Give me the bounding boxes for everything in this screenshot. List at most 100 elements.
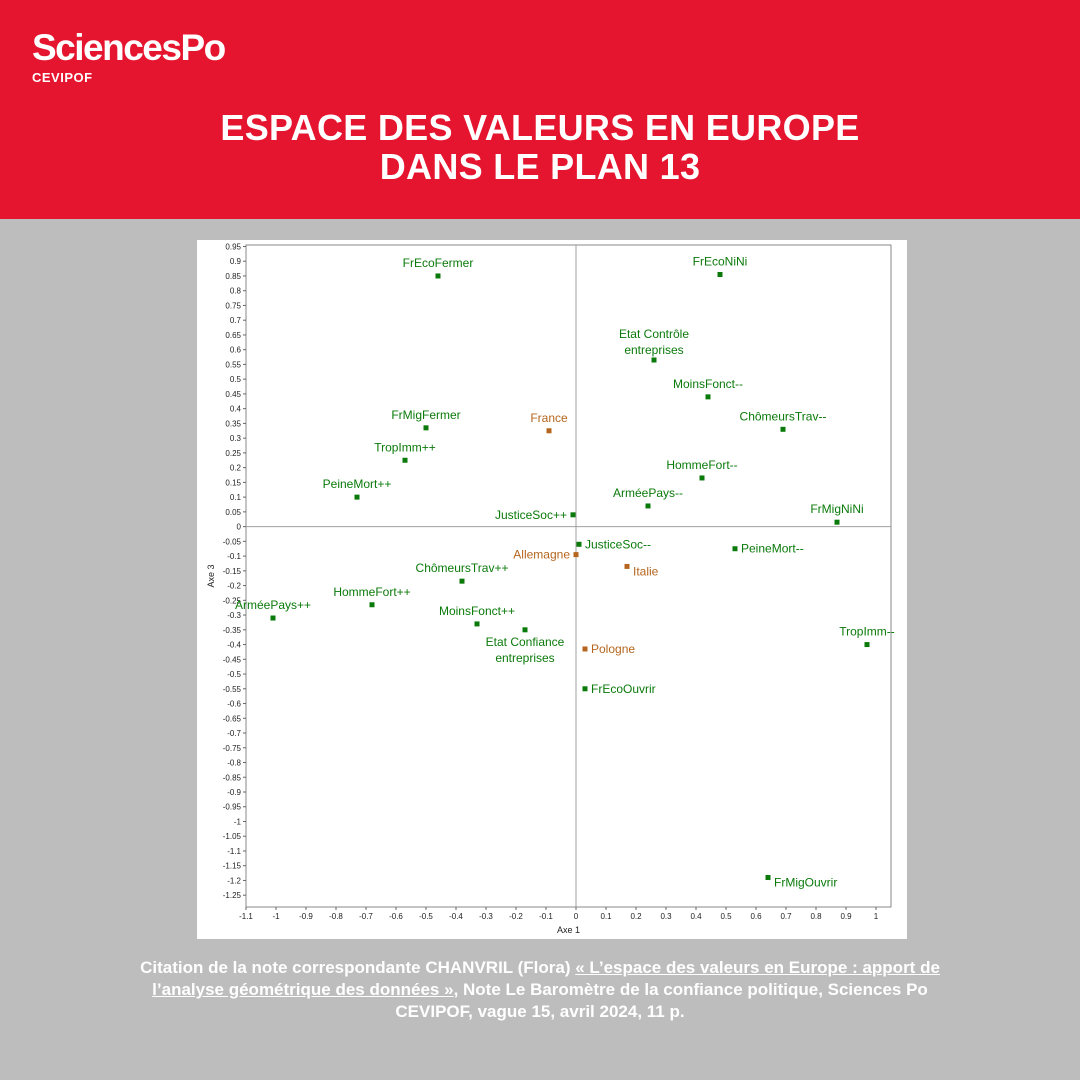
y-tick-label: -1.2 (227, 876, 241, 885)
modality-point-marker (645, 503, 651, 509)
modality-point-label: ChômeursTrav-- (740, 409, 827, 423)
modality-point-label: JusticeSoc++ (495, 508, 567, 522)
country-point-marker (624, 563, 630, 569)
x-tick-label: -0.7 (359, 912, 373, 921)
x-tick-label: -0.6 (389, 912, 403, 921)
modality-point-marker (780, 426, 786, 432)
modality-point-label: FrMigOuvrir (774, 876, 837, 890)
modality-point-marker (354, 494, 360, 500)
modality-point-label: HommeFort++ (333, 585, 410, 599)
modality-point-marker (402, 457, 408, 463)
y-tick-label: -0.9 (227, 788, 241, 797)
country-point-label: France (530, 411, 568, 425)
y-tick-label: 0.55 (225, 360, 241, 369)
chart-card: 0.95 0.9 0.85 0.8 0.75 0.7 0.65 0.6 0.55 0.5 0.45 0… (197, 240, 907, 939)
modality-point-label: entreprises (624, 343, 683, 357)
y-tick-label: 0.6 (230, 346, 242, 355)
y-tick-label: 0.25 (225, 449, 241, 458)
x-tick-label: -0.5 (419, 912, 433, 921)
x-tick-label: -0.9 (299, 912, 313, 921)
modality-point-label: PeineMort-- (741, 542, 804, 556)
y-tick-label: -0.5 (227, 670, 241, 679)
page-title-line-1: ESPACE DES VALEURS EN EUROPE (220, 107, 860, 148)
x-tick-label: 0.6 (750, 912, 762, 921)
y-tick-label: 0.2 (230, 464, 242, 473)
country-point-label: Italie (633, 564, 659, 578)
page-title-line-2: DANS LE PLAN 13 (379, 146, 701, 187)
modality-point-label: MoinsFonct-- (673, 377, 743, 391)
y-tick-label: -0.2 (227, 582, 241, 591)
modality-point-marker (435, 273, 441, 279)
citation-link[interactable]: « L’espace des valeurs en Europe : appor… (152, 958, 940, 999)
modality-point-marker (459, 578, 465, 584)
country-point-marker (546, 428, 552, 434)
y-tick-label: -0.75 (223, 744, 242, 753)
y-tick-label: 0.65 (225, 331, 241, 340)
x-tick-label: -1 (272, 912, 280, 921)
y-tick-label: -0.15 (223, 567, 242, 576)
y-tick-label: -1.15 (223, 862, 242, 871)
x-tick-label: -0.1 (539, 912, 553, 921)
y-tick-label: -0.65 (223, 714, 242, 723)
x-axis-label: Axe 1 (557, 925, 580, 935)
y-tick-label: 0.05 (225, 508, 241, 517)
modality-point-label: FrEcoNiNi (693, 254, 748, 268)
y-tick-label: 0.1 (230, 493, 242, 502)
country-point-marker (582, 646, 588, 652)
modality-point-label: FrEcoOuvrir (591, 682, 656, 696)
modality-point-label: Etat Confiance (486, 635, 565, 649)
modality-point-marker (369, 602, 375, 608)
y-tick-label: -1.25 (223, 891, 242, 900)
modality-point-label: FrMigNiNi (810, 502, 863, 516)
modality-point-label: MoinsFonct++ (439, 604, 515, 618)
y-tick-label: 0.15 (225, 478, 241, 487)
y-tick-label: -1 (234, 817, 242, 826)
y-tick-label: -0.05 (223, 537, 242, 546)
modality-point-marker (522, 627, 528, 633)
x-tick-label: 0.3 (660, 912, 672, 921)
modality-point-label: TropImm++ (374, 440, 436, 454)
y-tick-label: 0.85 (225, 272, 241, 281)
modality-point-marker (765, 875, 771, 881)
y-tick-label: -0.8 (227, 759, 241, 768)
modality-point-marker (474, 621, 480, 627)
y-tick-label: 0.7 (230, 316, 242, 325)
sciencespo-logo[interactable]: SciencesPo CEVIPOF (32, 28, 226, 86)
y-tick-label: 0.35 (225, 419, 241, 428)
modality-point-marker (699, 475, 705, 481)
x-tick-label: 0.4 (690, 912, 702, 921)
y-tick-label: -1.05 (223, 832, 242, 841)
y-tick-label: -0.55 (223, 685, 242, 694)
modality-point-label: Etat Contrôle (619, 327, 689, 341)
y-tick-label: 0.9 (230, 257, 242, 266)
modality-point-label: FrMigFermer (391, 408, 460, 422)
x-tick-label: 0.9 (840, 912, 852, 921)
y-tick-label: 0.3 (230, 434, 242, 443)
y-tick-label: -1.1 (227, 847, 241, 856)
modality-point-label: ArméePays++ (235, 598, 311, 612)
x-tick-label: -0.8 (329, 912, 343, 921)
citation-prefix: Citation de la note correspondante CHANV… (140, 958, 576, 977)
modality-point-marker (732, 546, 738, 552)
country-point-marker (573, 552, 579, 558)
modality-point-label: TropImm-- (839, 625, 895, 639)
country-point-label: Allemagne (513, 548, 570, 562)
y-tick-label: 0.5 (230, 375, 242, 384)
modality-point-marker (705, 394, 711, 400)
plot-frame (245, 244, 892, 908)
y-tick-label: 0 (237, 523, 242, 532)
citation-footer: Citation de la note correspondante CHANV… (130, 957, 950, 1023)
y-tick-label: -0.45 (223, 655, 242, 664)
x-tick-label: 0.5 (720, 912, 732, 921)
y-tick-label: -0.1 (227, 552, 241, 561)
y-tick-label: -0.95 (223, 803, 242, 812)
modality-point-label: FrEcoFermer (403, 256, 474, 270)
y-tick-label: -0.3 (227, 611, 241, 620)
page-title: ESPACE DES VALEURS EN EUROPE DANS LE PLA… (0, 108, 1080, 186)
modality-point-label: PeineMort++ (323, 477, 392, 491)
x-tick-label: 0.1 (600, 912, 612, 921)
modality-point-label: ChômeursTrav++ (416, 561, 509, 575)
x-tick-label: -0.4 (449, 912, 463, 921)
modality-point-marker (651, 357, 657, 363)
country-point-label: Pologne (591, 642, 635, 656)
